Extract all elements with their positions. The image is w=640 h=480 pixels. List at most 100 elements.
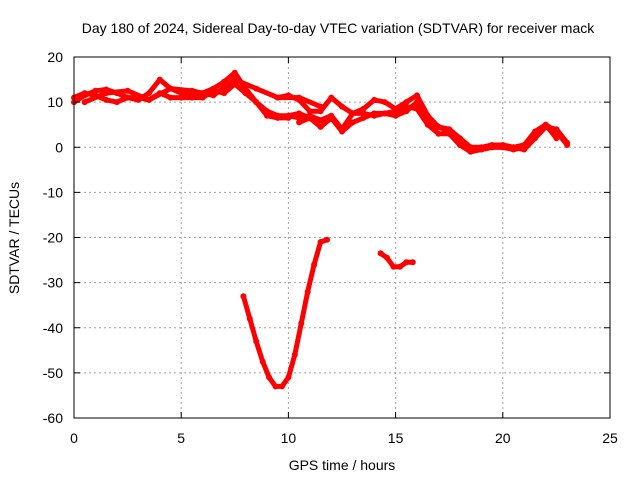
axis-ticks: 0 5 10 15 20 25 -60 -50 -40 -30 -20 -10 0 10 20: [43, 49, 618, 446]
data-point: [199, 94, 206, 101]
x-tick-label: 15: [388, 430, 404, 446]
data-point: [253, 338, 260, 345]
y-tick-label: 20: [47, 49, 63, 65]
data-point: [360, 114, 367, 121]
data-point: [103, 96, 110, 103]
data-point: [381, 110, 388, 117]
y-tick-label: 0: [55, 139, 63, 155]
data-point: [317, 123, 324, 130]
data-point: [103, 90, 110, 97]
data-point: [188, 87, 195, 94]
data-point: [564, 139, 571, 146]
data-point: [279, 383, 285, 390]
data-point: [424, 117, 431, 124]
x-tick-label: 25: [602, 430, 618, 446]
data-point: [304, 288, 311, 295]
data-point: [435, 130, 442, 137]
data-point: [253, 99, 260, 106]
data-point: [113, 99, 120, 106]
data-point: [553, 126, 560, 133]
data-point: [371, 110, 378, 117]
chart-title: Day 180 of 2024, Sidereal Day-to-day VTE…: [82, 20, 595, 36]
data-point: [349, 110, 356, 117]
data-point: [409, 259, 416, 266]
data-point: [231, 76, 238, 83]
data-point: [253, 85, 260, 92]
data-point: [296, 110, 303, 117]
data-point: [274, 94, 281, 101]
data-point: [381, 99, 388, 106]
data-point: [317, 239, 324, 245]
data-point: [167, 94, 174, 101]
data-point: [456, 137, 463, 144]
data-point: [210, 92, 217, 99]
data-point: [146, 96, 152, 103]
data-point: [390, 263, 397, 270]
y-tick-label: -20: [43, 230, 63, 246]
data-point: [414, 92, 420, 99]
data-point: [124, 87, 131, 94]
x-tick-label: 20: [495, 430, 511, 446]
data-point: [264, 112, 270, 119]
data-point: [167, 85, 174, 92]
x-tick-label: 10: [281, 430, 297, 446]
x-tick-label: 0: [70, 430, 78, 446]
data-point: [188, 94, 195, 101]
data-point: [499, 144, 506, 151]
data-point: [324, 236, 330, 243]
data-point: [266, 374, 273, 381]
data-point: [403, 259, 410, 266]
data-point: [489, 144, 496, 151]
data-point: [435, 123, 442, 130]
data-point: [242, 90, 249, 97]
data-point: [371, 96, 378, 103]
data-point: [124, 94, 131, 101]
data-point: [339, 128, 345, 135]
data-point: [360, 105, 367, 112]
data-point: [298, 320, 305, 327]
data-point: [311, 261, 318, 268]
data-point: [285, 374, 292, 381]
x-axis-title: GPS time / hours: [289, 457, 396, 473]
data-point: [285, 112, 292, 119]
data-point: [92, 87, 99, 94]
data-point: [392, 112, 399, 119]
data-point: [296, 96, 303, 103]
y-tick-label: -10: [43, 184, 63, 200]
data-point: [296, 119, 303, 126]
data-point: [532, 133, 538, 139]
data-point: [446, 128, 453, 135]
y-tick-label: -60: [43, 410, 63, 426]
data-point: [246, 315, 253, 322]
data-point: [306, 114, 313, 121]
data-point: [384, 254, 390, 261]
series-satellite-track-g: [240, 236, 330, 390]
data-point: [467, 148, 474, 155]
data-point: [542, 121, 549, 128]
data-point: [285, 92, 292, 99]
y-axis-title: SDTVAR / TECUs: [6, 182, 22, 294]
data-point: [81, 99, 88, 106]
data-point: [521, 144, 528, 151]
series-satellite-track-h: [377, 250, 416, 270]
data-point: [467, 144, 474, 151]
x-tick-label: 5: [177, 430, 185, 446]
data-point: [349, 119, 356, 126]
data-point: [231, 69, 238, 76]
data-point: [403, 108, 410, 115]
data-point: [81, 90, 88, 97]
data-point: [146, 90, 152, 97]
data-point: [272, 383, 279, 390]
data-point: [178, 94, 185, 101]
data-point: [240, 293, 247, 300]
series-line: [240, 237, 330, 389]
data-point: [553, 135, 560, 142]
data-point: [414, 99, 420, 106]
data-point: [291, 351, 298, 358]
data-point: [317, 117, 324, 124]
data-point: [510, 146, 517, 153]
data-point: [377, 250, 384, 257]
data-point: [339, 103, 345, 110]
data-series: [71, 69, 571, 390]
